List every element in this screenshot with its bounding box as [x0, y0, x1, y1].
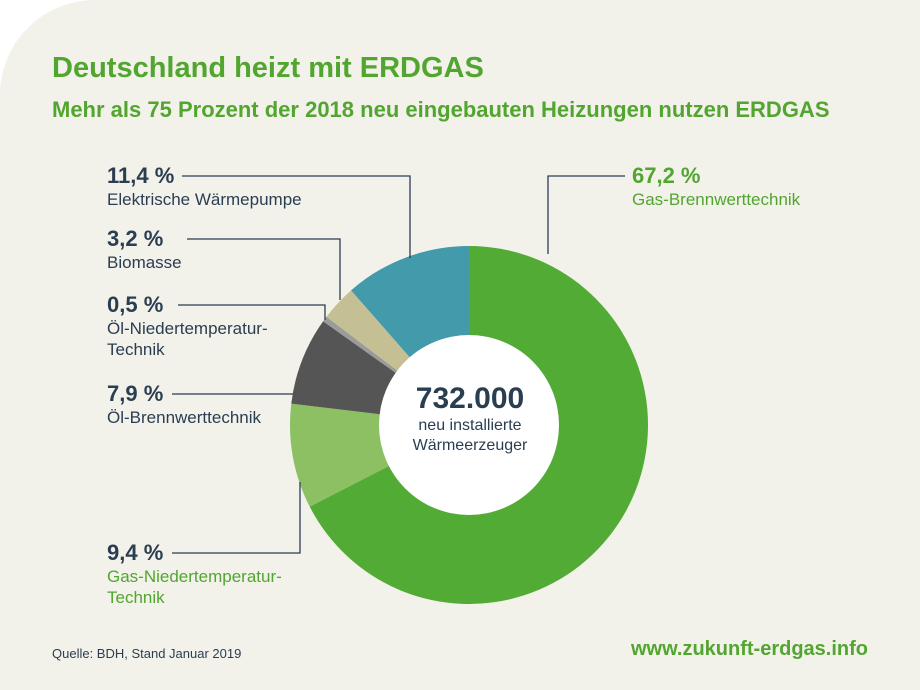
category-label: Gas-Niedertemperatur- [107, 567, 282, 586]
value-label: 67,2 % [632, 163, 701, 188]
value-label: 7,9 % [107, 381, 164, 406]
category-label: Öl-Brennwerttechnik [107, 408, 262, 427]
source-note: Quelle: BDH, Stand Januar 2019 [52, 646, 242, 661]
label-gas-nieder: 9,4 % Gas-Niedertemperatur- Technik [107, 540, 282, 608]
leader-line-biomasse [187, 238, 341, 300]
chart-subtitle: Mehr als 75 Prozent der 2018 neu eingeba… [52, 97, 830, 122]
donut-center-label: 732.000 neu installierte Wärmeerzeuger [380, 382, 560, 456]
label-oel-brennwert: 7,9 % Öl-Brennwerttechnik [107, 381, 261, 428]
value-label: 0,5 % [107, 292, 164, 317]
leader-line-oel-nieder [178, 304, 326, 320]
chart-title: Deutschland heizt mit ERDGAS [52, 52, 484, 84]
donut-hole [379, 335, 559, 515]
category-label: Technik [107, 588, 165, 607]
label-gas-brennwert: 67,2 % Gas-Brennwerttechnik [632, 163, 800, 210]
website-link[interactable]: www.zukunft-erdgas.info [630, 638, 868, 660]
category-label: Biomasse [107, 253, 182, 272]
total-caption-line2: Wärmeerzeuger [412, 437, 528, 454]
total-value: 732.000 [415, 382, 525, 415]
label-oel-nieder: 0,5 % Öl-Niedertemperatur- Technik [107, 292, 268, 360]
category-label: Öl-Niedertemperatur- [107, 319, 268, 338]
leader-line-gas-nieder [172, 482, 301, 554]
label-biomasse: 3,2 % Biomasse [107, 226, 182, 273]
total-caption-line1: neu installierte [418, 417, 522, 434]
label-waermepumpe: 11,4 % Elektrische Wärmepumpe [107, 163, 302, 210]
category-label: Technik [107, 340, 165, 359]
category-label: Gas-Brennwerttechnik [632, 190, 801, 209]
value-label: 9,4 % [107, 540, 164, 565]
leader-line-waermepumpe [182, 175, 411, 258]
leader-line-gas-brennwert [547, 175, 625, 254]
category-label: Elektrische Wärmepumpe [107, 190, 302, 209]
value-label: 3,2 % [107, 226, 164, 251]
value-label: 11,4 % [107, 163, 175, 188]
